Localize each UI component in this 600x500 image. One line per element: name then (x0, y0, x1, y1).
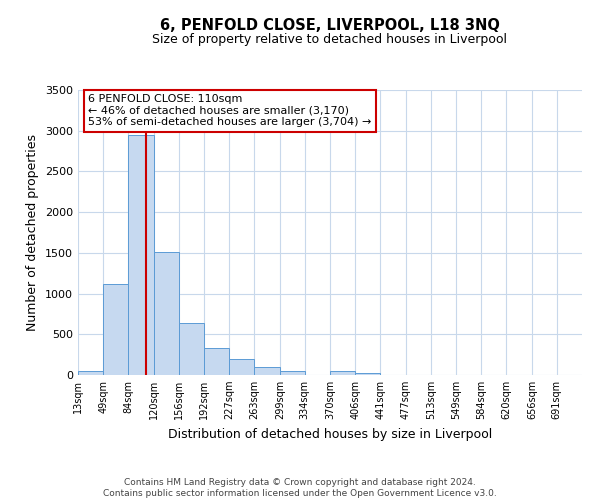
Bar (128, 135, 154, 375)
Bar (103, 284, 128, 375)
Bar (280, 371, 305, 375)
Bar (78, 371, 103, 375)
Text: 6, PENFOLD CLOSE, LIVERPOOL, L18 3NQ: 6, PENFOLD CLOSE, LIVERPOOL, L18 3NQ (160, 18, 500, 32)
Bar (254, 367, 280, 375)
Bar (330, 370, 355, 375)
Bar (229, 359, 254, 375)
Y-axis label: Number of detached properties: Number of detached properties (26, 134, 40, 331)
Bar (154, 252, 179, 375)
Bar (355, 373, 380, 375)
Text: 6 PENFOLD CLOSE: 110sqm
← 46% of detached houses are smaller (3,170)
53% of semi: 6 PENFOLD CLOSE: 110sqm ← 46% of detache… (88, 94, 371, 128)
Text: Size of property relative to detached houses in Liverpool: Size of property relative to detached ho… (152, 32, 508, 46)
Bar (179, 323, 205, 375)
Text: Contains HM Land Registry data © Crown copyright and database right 2024.
Contai: Contains HM Land Registry data © Crown c… (103, 478, 497, 498)
Bar (205, 348, 229, 375)
X-axis label: Distribution of detached houses by size in Liverpool: Distribution of detached houses by size … (168, 428, 492, 440)
